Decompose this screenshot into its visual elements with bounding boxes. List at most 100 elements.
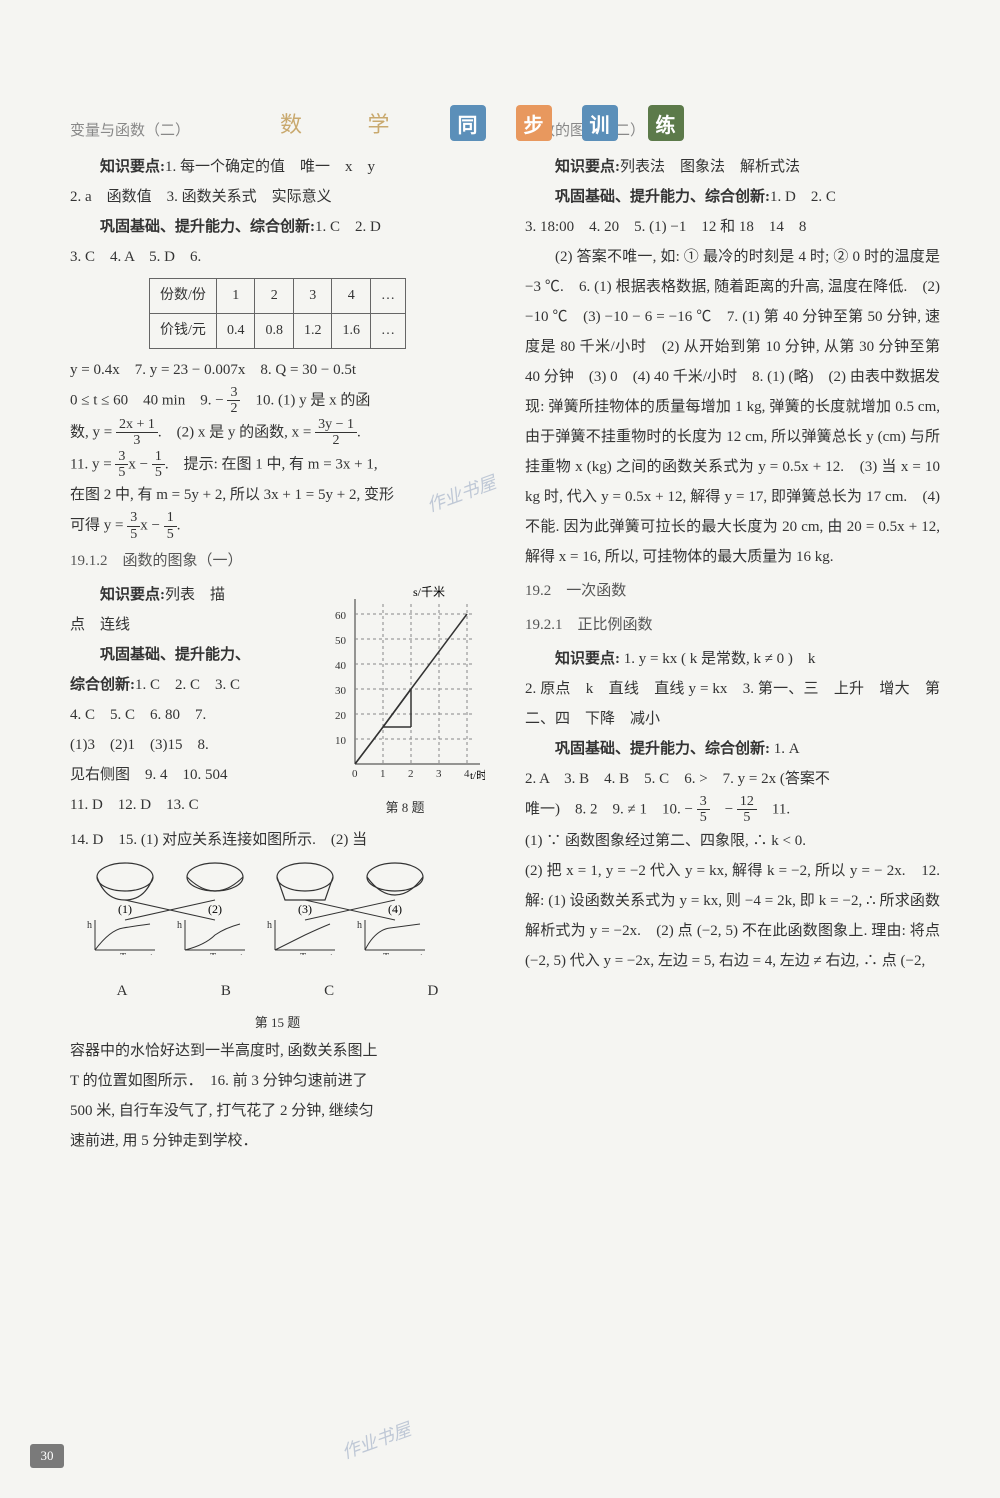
chart-ylabel: s/千米 [413, 585, 445, 599]
r-para2: (2) 答案不唯一, 如: ① 最冷的时刻是 4 时; ② 0 时的温度是 −3… [525, 242, 940, 572]
svg-text:20: 20 [335, 710, 347, 722]
svg-text:1: 1 [380, 768, 386, 780]
r-gq2-label: 巩固基础、提升能力、综合创新: [555, 741, 770, 757]
chart-q8: s/千米 10 20 30 40 50 60 0 1 2 [325, 584, 485, 821]
gq2-label2: 综合创新: [70, 677, 135, 693]
svg-text:2: 2 [408, 768, 414, 780]
r5: … [370, 314, 405, 349]
r-para3: (1) ∵ 函数图象经过第二、四象限, ∴ k < 0. [525, 826, 940, 856]
vlabel-c: C [324, 976, 334, 1006]
vessel-caption: 第 15 题 [70, 1010, 485, 1036]
ans8: 14. D 15. (1) 对应关系连接如图所示. (2) 当 [70, 825, 485, 855]
r-ans2-3: 唯一) 8. 2 9. ≠ 1 10. − 35 − 125 11. [525, 794, 940, 826]
para-end1: 容器中的水恰好达到一半高度时, 函数关系图上 [70, 1036, 485, 1066]
svg-text:t: t [330, 952, 333, 955]
r-ans2-1: 1. A [770, 741, 800, 757]
chart-svg: s/千米 10 20 30 40 50 60 0 1 2 [325, 584, 485, 784]
watermark-2: 作业书屋 [338, 1415, 415, 1464]
r-kp2-label: 知识要点: [555, 651, 620, 667]
svg-text:(2): (2) [208, 902, 222, 916]
svg-text:t: t [420, 952, 423, 955]
svg-text:(3): (3) [298, 902, 312, 916]
right-column: 函数的图象（二） 知识要点:列表法 图象法 解析式法 巩固基础、提升能力、综合创… [525, 110, 940, 1156]
th0: 份数/份 [150, 279, 217, 314]
para-end2: T 的位置如图所示． 16. 前 3 分钟匀速前进了 [70, 1066, 485, 1096]
page-number: 30 [30, 1444, 64, 1468]
eq2: 0 ≤ t ≤ 60 40 min 9. − 32 10. (1) y 是 x … [70, 385, 485, 417]
r1: 0.4 [216, 314, 255, 349]
eq4: 11. y = 35x − 15. 提示: 在图 1 中, 有 m = 3x +… [70, 449, 485, 481]
svg-text:h: h [177, 920, 182, 931]
eq6: 可得 y = 35x − 15. [70, 510, 485, 542]
kp2-text: 列表 描 [165, 587, 225, 603]
para-end3: 500 米, 自行车没气了, 打气花了 2 分钟, 继续匀 [70, 1096, 485, 1126]
r0: 价钱/元 [150, 314, 217, 349]
r-kp2-2: 2. 原点 k 直线 直线 y = kx 3. 第一、三 上升 增大 第二、四 … [525, 674, 940, 734]
eq3: 数, y = 2x + 13. (2) x 是 y 的函数, x = 3y − … [70, 417, 485, 449]
left-column: 变量与函数（二） 知识要点:1. 每一个确定的值 唯一 x y 2. a 函数值… [70, 110, 485, 1156]
kp2-label: 知识要点: [100, 587, 165, 603]
tab-tong: 同 [450, 105, 486, 141]
svg-text:T: T [383, 952, 389, 955]
ans2: 3. C 4. A 5. D 6. [70, 242, 485, 272]
right-sec3-title: 19.2.1 正比例函数 [525, 610, 940, 640]
svg-text:0: 0 [352, 768, 358, 780]
svg-text:10: 10 [335, 735, 347, 747]
eq1: y = 0.4x 7. y = 23 − 0.007x 8. Q = 30 − … [70, 355, 485, 385]
svg-text:T: T [210, 952, 216, 955]
tab-xun: 训 [582, 105, 618, 141]
svg-text:h: h [267, 920, 272, 931]
svg-text:t: t [150, 952, 153, 955]
header-tabs: 数 学 同 步 训 练 [280, 105, 684, 141]
kp-label: 知识要点: [100, 159, 165, 175]
svg-text:3: 3 [436, 768, 442, 780]
para-end4: 速前进, 用 5 分钟走到学校． [70, 1126, 485, 1156]
r-gq-label: 巩固基础、提升能力、综合创新: [555, 189, 770, 205]
left-sec2-title: 19.1.2 函数的图象（一） [70, 546, 485, 576]
svg-text:t/时: t/时 [470, 769, 485, 782]
r-ans2-2: 2. A 3. B 4. B 5. C 6. > 7. y = 2x (答案不 [525, 764, 940, 794]
th2: 2 [255, 279, 294, 314]
r-kp2-1: 1. y = kx ( k 是常数, k ≠ 0 ) k [620, 651, 815, 667]
vlabel-b: B [221, 976, 231, 1006]
r-para1: 3. 18:00 4. 20 5. (1) −1 12 和 18 14 8 [525, 212, 940, 242]
tab-lian: 练 [648, 105, 684, 141]
th5: … [370, 279, 405, 314]
r2: 0.8 [255, 314, 294, 349]
svg-text:60: 60 [335, 610, 347, 622]
r-para4: (2) 把 x = 1, y = −2 代入 y = kx, 解得 k = −2… [525, 856, 940, 976]
r3: 1.2 [293, 314, 332, 349]
r-kp-text: 列表法 图象法 解析式法 [620, 159, 800, 175]
svg-text:50: 50 [335, 635, 347, 647]
ans3: 1. C 2. C 3. C [135, 677, 240, 693]
ans1: 1. C 2. D [315, 219, 381, 235]
svg-text:h: h [87, 920, 92, 931]
svg-text:T: T [300, 952, 306, 955]
svg-text:T: T [120, 952, 126, 955]
svg-text:t: t [240, 952, 243, 955]
vlabel-a: A [117, 976, 128, 1006]
vlabel-d: D [427, 976, 438, 1006]
tab-bu: 步 [516, 105, 552, 141]
th4: 4 [332, 279, 371, 314]
kp1: 1. 每一个确定的值 唯一 x y [165, 159, 375, 175]
vessels-figure: (1) (2) (3) (4) h T t [70, 855, 485, 1036]
r-ans1: 1. D 2. C [770, 189, 836, 205]
svg-text:30: 30 [335, 685, 347, 697]
kp2: 2. a 函数值 3. 函数关系式 实际意义 [70, 182, 485, 212]
chart-caption: 第 8 题 [325, 795, 485, 821]
vessels-svg: (1) (2) (3) (4) h T t [70, 855, 440, 955]
right-sec2-title: 19.2 一次函数 [525, 576, 940, 606]
r4: 1.6 [332, 314, 371, 349]
gq-label: 巩固基础、提升能力、综合创新: [100, 219, 315, 235]
subject-label: 数 学 [280, 107, 420, 139]
gq2-label: 巩固基础、提升能力、 [100, 647, 250, 663]
r-kp-label: 知识要点: [555, 159, 620, 175]
svg-text:40: 40 [335, 660, 347, 672]
price-table: 份数/份 1 2 3 4 … 价钱/元 0.4 0.8 1.2 1.6 … [149, 278, 406, 349]
svg-text:h: h [357, 920, 362, 931]
svg-text:(1): (1) [118, 902, 132, 916]
th3: 3 [293, 279, 332, 314]
th1: 1 [216, 279, 255, 314]
svg-text:(4): (4) [388, 902, 402, 916]
